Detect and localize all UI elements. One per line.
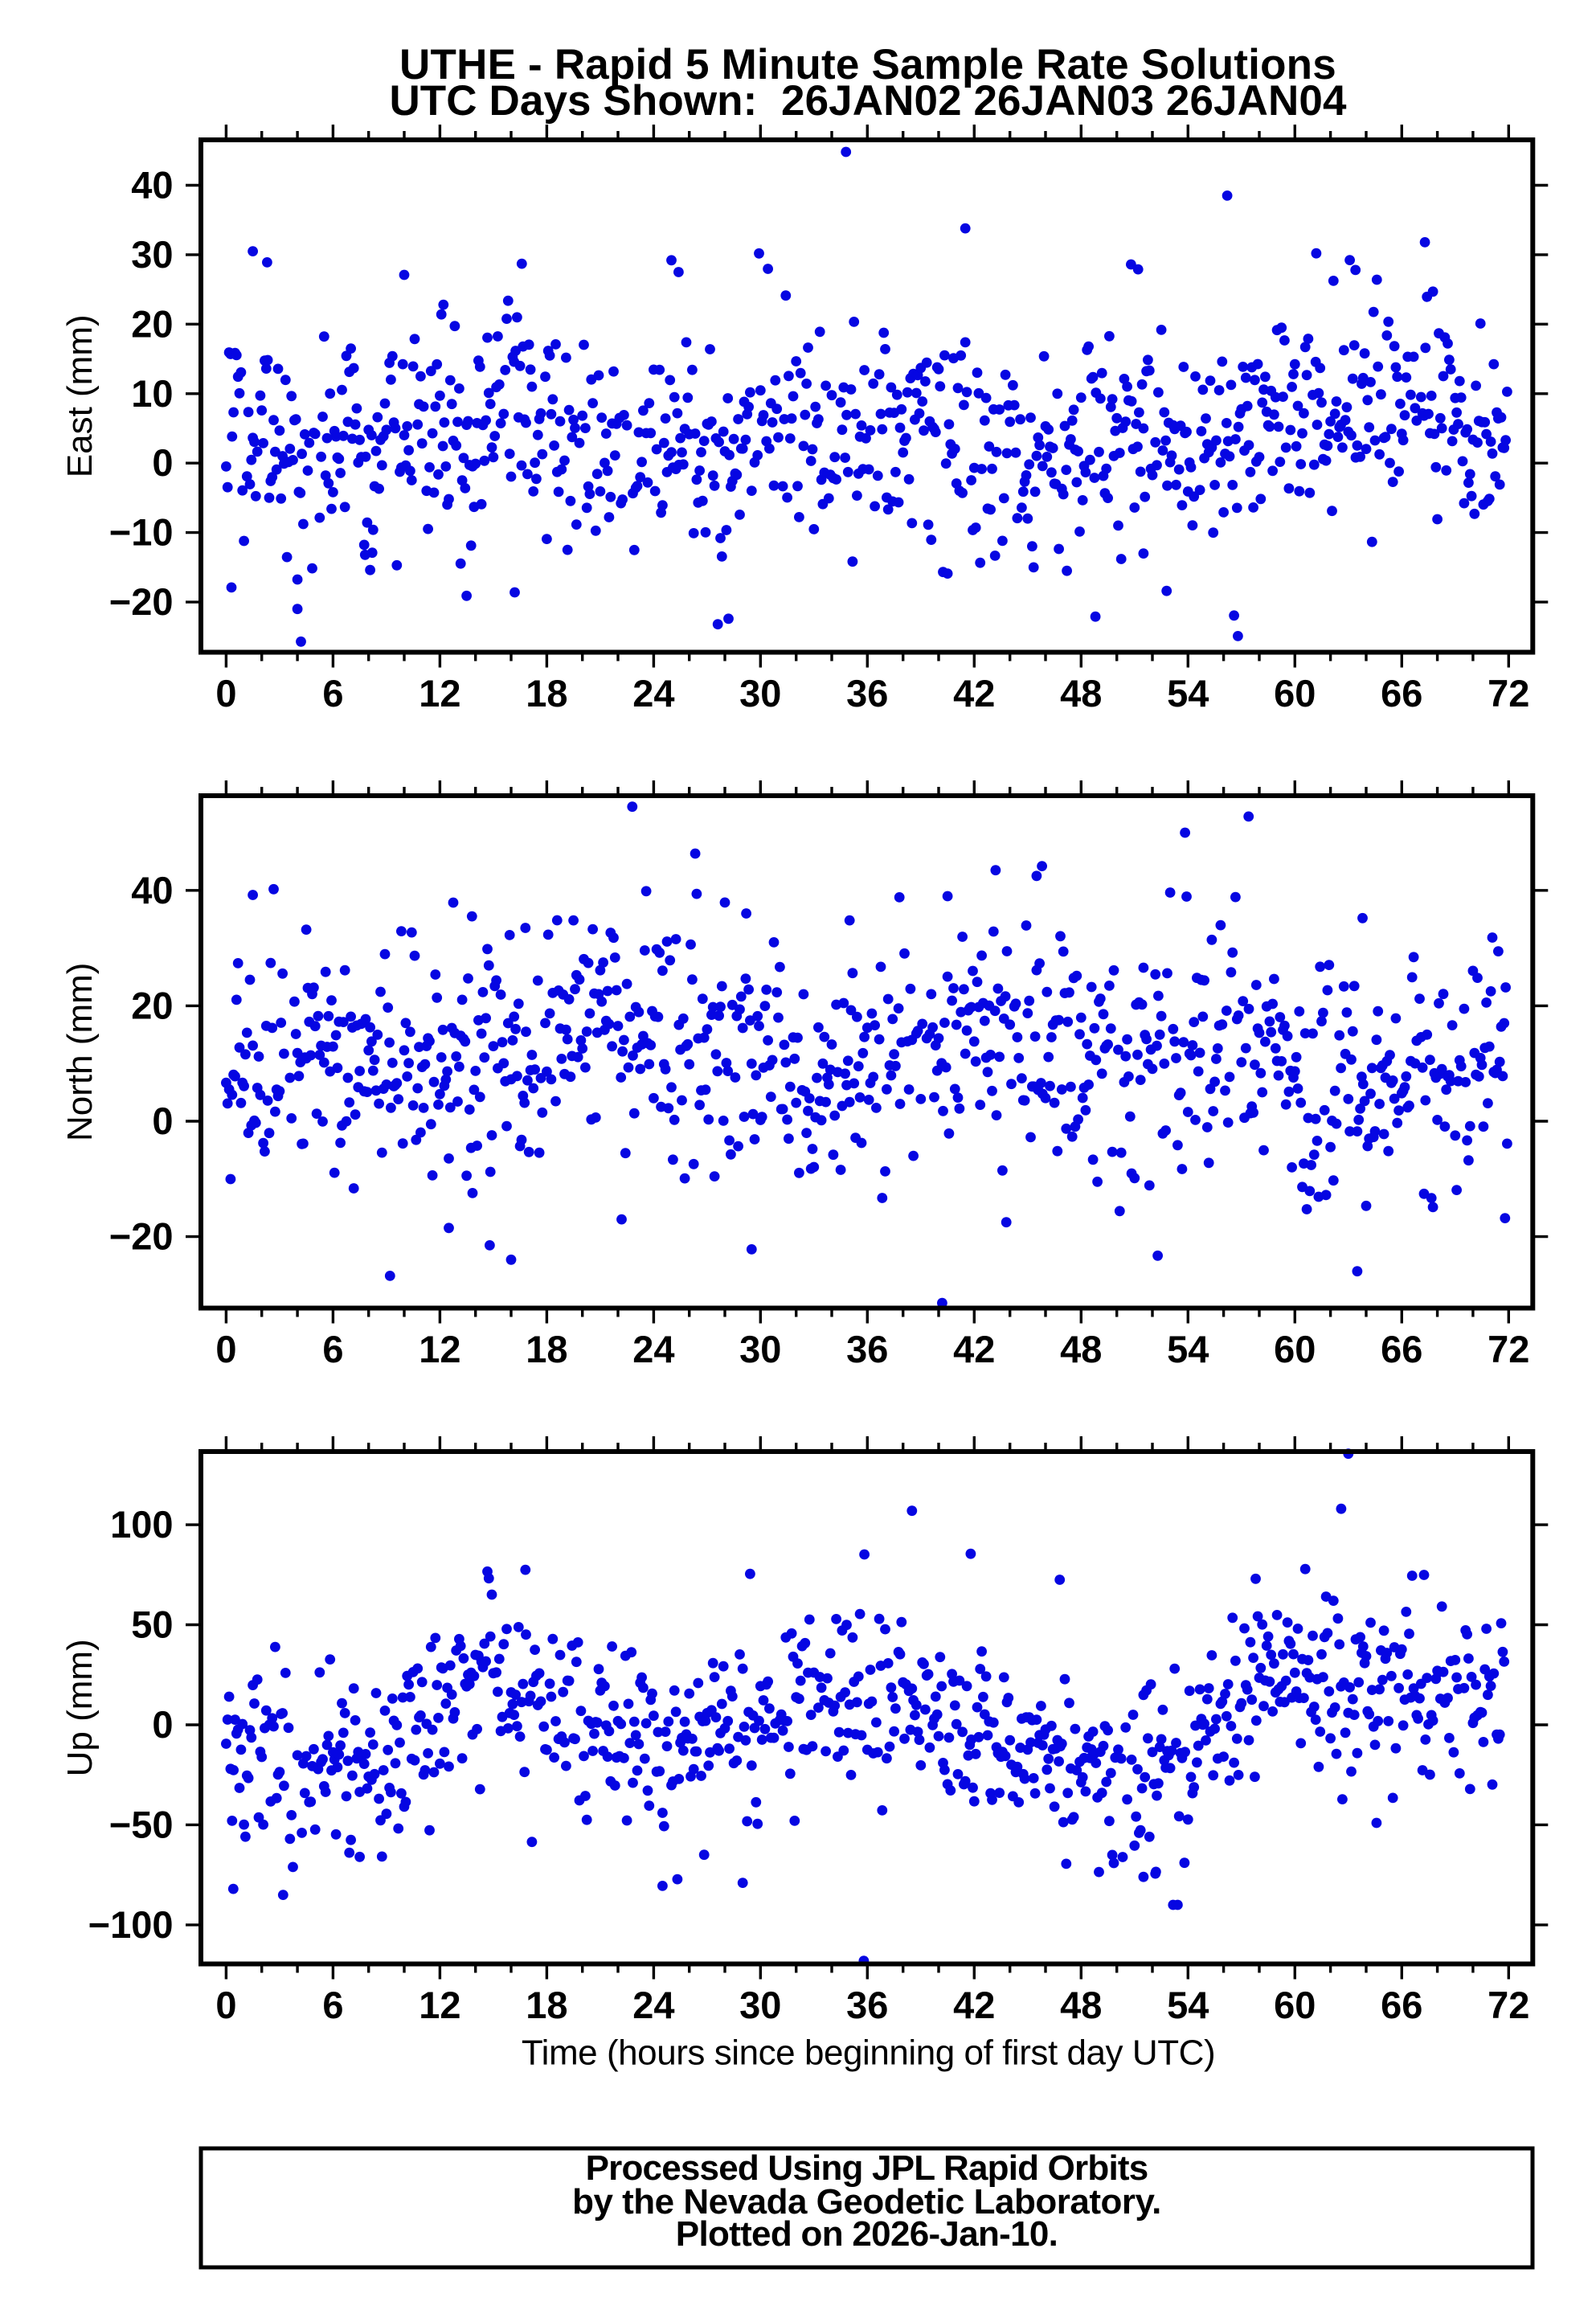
svg-text:−50: −50 <box>109 1803 174 1845</box>
svg-text:6: 6 <box>322 1328 343 1370</box>
svg-text:30: 30 <box>739 1328 781 1370</box>
svg-text:0: 0 <box>215 672 236 715</box>
svg-text:North (mm): North (mm) <box>60 963 100 1141</box>
svg-text:72: 72 <box>1488 672 1529 715</box>
svg-text:42: 42 <box>953 1328 995 1370</box>
svg-text:0: 0 <box>152 1703 173 1746</box>
svg-text:100: 100 <box>110 1503 173 1546</box>
svg-text:66: 66 <box>1381 1984 1422 2026</box>
svg-text:40: 40 <box>131 869 173 911</box>
svg-text:0: 0 <box>215 1328 236 1370</box>
svg-text:18: 18 <box>526 672 567 715</box>
svg-text:30: 30 <box>739 672 781 715</box>
svg-text:48: 48 <box>1060 1328 1102 1370</box>
svg-text:60: 60 <box>1274 1328 1316 1370</box>
svg-text:48: 48 <box>1060 1984 1102 2026</box>
svg-text:72: 72 <box>1488 1328 1529 1370</box>
svg-text:0: 0 <box>215 1984 236 2026</box>
svg-text:24: 24 <box>632 1328 674 1370</box>
svg-text:36: 36 <box>846 1328 888 1370</box>
svg-text:30: 30 <box>739 1984 781 2026</box>
svg-text:50: 50 <box>131 1603 173 1646</box>
svg-text:0: 0 <box>152 441 173 484</box>
svg-text:12: 12 <box>419 672 460 715</box>
svg-text:12: 12 <box>419 1328 460 1370</box>
svg-text:60: 60 <box>1274 1984 1316 2026</box>
svg-text:24: 24 <box>632 1984 674 2026</box>
svg-text:48: 48 <box>1060 672 1102 715</box>
svg-text:Up (mm): Up (mm) <box>60 1639 100 1776</box>
svg-text:60: 60 <box>1274 672 1316 715</box>
svg-text:54: 54 <box>1167 1984 1209 2026</box>
svg-text:0: 0 <box>152 1100 173 1142</box>
svg-text:East (mm): East (mm) <box>60 314 100 477</box>
svg-text:42: 42 <box>953 1984 995 2026</box>
svg-text:−20: −20 <box>109 1215 174 1258</box>
svg-text:−100: −100 <box>88 1903 174 1946</box>
svg-text:30: 30 <box>131 233 173 276</box>
svg-text:20: 20 <box>131 302 173 345</box>
svg-text:UTC Days Shown: 26JAN02 26JAN: UTC Days Shown: 26JAN02 26JAN03 26JAN04 <box>389 77 1347 125</box>
svg-text:−20: −20 <box>109 580 174 623</box>
svg-text:by the Nevada Geodetic Laborat: by the Nevada Geodetic Laboratory. <box>572 2182 1161 2222</box>
svg-text:66: 66 <box>1381 672 1422 715</box>
svg-text:54: 54 <box>1167 672 1209 715</box>
svg-text:18: 18 <box>526 1328 567 1370</box>
svg-text:20: 20 <box>131 984 173 1026</box>
svg-text:Plotted on 2026-Jan-10.: Plotted on 2026-Jan-10. <box>676 2214 1058 2254</box>
svg-text:6: 6 <box>322 1984 343 2026</box>
svg-text:36: 36 <box>846 672 888 715</box>
svg-text:66: 66 <box>1381 1328 1422 1370</box>
svg-text:12: 12 <box>419 1984 460 2026</box>
svg-text:24: 24 <box>632 672 674 715</box>
svg-text:42: 42 <box>953 672 995 715</box>
svg-text:Time (hours since beginning of: Time (hours since beginning of first day… <box>522 2033 1215 2073</box>
svg-text:40: 40 <box>131 164 173 207</box>
svg-text:10: 10 <box>131 372 173 415</box>
svg-text:UTHE - Rapid 5 Minute Sample R: UTHE - Rapid 5 Minute Sample Rate Soluti… <box>399 41 1336 88</box>
svg-text:18: 18 <box>526 1984 567 2026</box>
svg-text:72: 72 <box>1488 1984 1529 2026</box>
svg-text:Processed Using JPL Rapid Orbi: Processed Using JPL Rapid Orbits <box>586 2148 1148 2188</box>
svg-text:6: 6 <box>322 672 343 715</box>
svg-text:54: 54 <box>1167 1328 1209 1370</box>
svg-text:36: 36 <box>846 1984 888 2026</box>
svg-text:−10: −10 <box>109 511 174 554</box>
